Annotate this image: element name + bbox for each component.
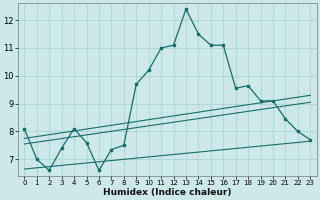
X-axis label: Humidex (Indice chaleur): Humidex (Indice chaleur): [103, 188, 232, 197]
